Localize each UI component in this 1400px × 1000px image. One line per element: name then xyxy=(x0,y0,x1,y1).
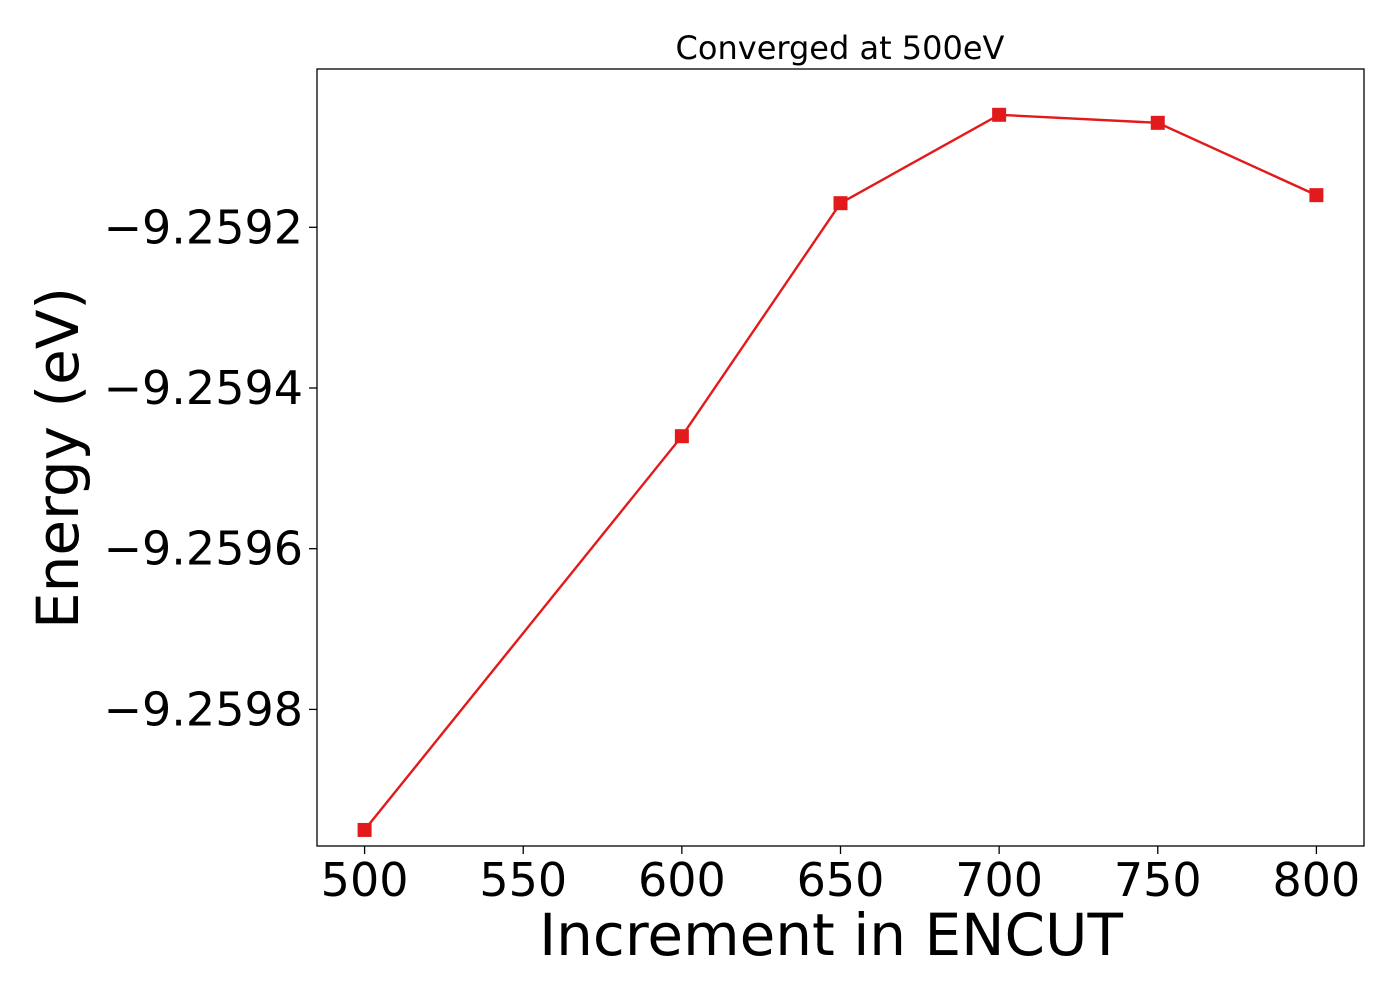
y-tick-label: −9.2596 xyxy=(104,522,304,576)
x-tick-label: 750 xyxy=(1114,853,1202,907)
y-tick-label: −9.2592 xyxy=(104,200,304,254)
x-tick-label: 650 xyxy=(797,853,885,907)
data-point-marker xyxy=(1150,115,1165,130)
data-point-marker xyxy=(833,196,848,211)
data-point-marker xyxy=(1309,188,1324,203)
data-point-marker xyxy=(992,107,1007,122)
series-layer xyxy=(357,107,1324,837)
series-line xyxy=(363,113,1317,831)
chart-title: Converged at 500eV xyxy=(676,29,1005,67)
x-tick-label: 500 xyxy=(321,853,409,907)
x-axis-label: Increment in ENCUT xyxy=(539,901,1123,969)
x-tick-label: 600 xyxy=(638,853,726,907)
y-tick-label: −9.2594 xyxy=(104,361,304,415)
x-axis-ticks: 500 550 600 650 700 750 800 xyxy=(321,846,1361,907)
x-tick-label: 700 xyxy=(955,853,1043,907)
y-tick-label: −9.2598 xyxy=(104,682,304,736)
data-point-marker xyxy=(674,429,689,444)
y-axis-ticks: −9.2598 −9.2596 −9.2594 −9.2592 xyxy=(104,200,317,736)
y-axis-label: Energy (eV) xyxy=(24,287,92,629)
plot-area-frame xyxy=(316,68,1365,847)
x-tick-label: 800 xyxy=(1273,853,1361,907)
data-point-marker xyxy=(357,822,372,837)
x-tick-label: 550 xyxy=(479,853,567,907)
